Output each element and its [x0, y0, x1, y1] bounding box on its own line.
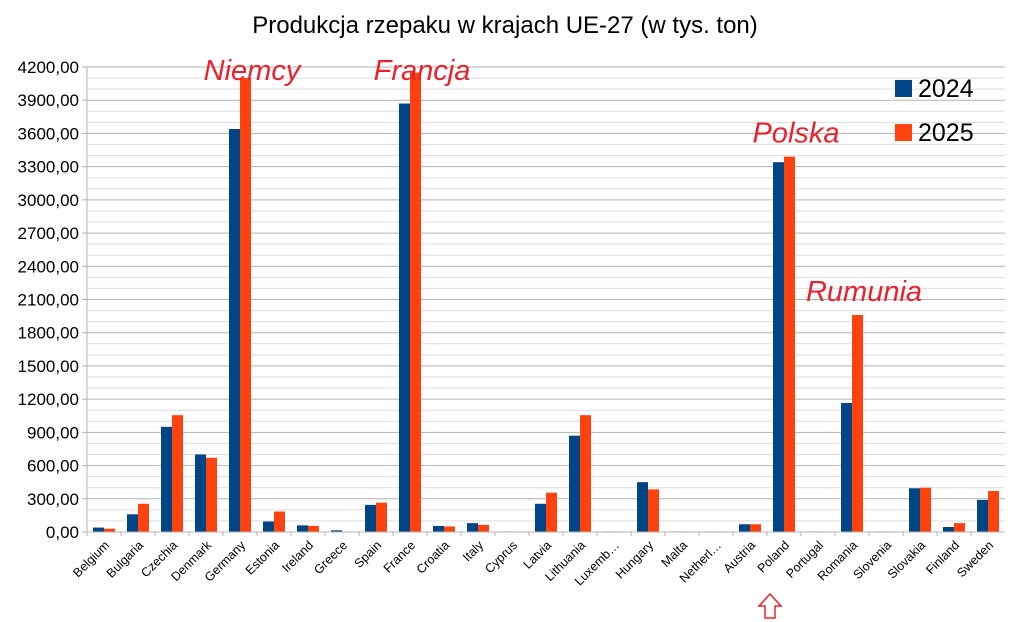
bar-2024-Belgium: [93, 527, 104, 532]
x-axis-ticks: BelgiumBulgariaCzechiaDenmarkGermanyEsto…: [70, 532, 996, 588]
y-tick-label: 3300,00: [18, 158, 79, 177]
x-tick-label: Malta: [659, 538, 691, 570]
bar-2024-Czechia: [161, 426, 172, 532]
bar-2024-Denmark: [195, 454, 206, 532]
bar-2025-Italy: [478, 524, 489, 532]
y-tick-label: 600,00: [27, 457, 79, 476]
bar-2025-Ireland: [308, 525, 319, 532]
x-tick-label: Slovakia: [885, 538, 928, 581]
x-tick-label: Estonia: [243, 538, 282, 577]
bar-2025-Germany: [240, 78, 251, 533]
bar-2024-Sweden: [977, 499, 988, 532]
y-axis-ticks: 0,00 300,00 600,00 900,00 1200,00 1500,00 1800…: [18, 58, 87, 542]
bar-2025-Latvia: [546, 492, 557, 532]
x-tick-label: France: [381, 538, 418, 575]
annotation-label: Francja: [374, 55, 471, 87]
bar-2024-Estonia: [263, 521, 274, 532]
chart-title: Produkcja rzepaku w krajach UE-27 (w tys…: [252, 12, 758, 39]
y-tick-label: 1200,00: [18, 390, 79, 409]
bar-2024-Greece: [331, 530, 342, 532]
legend-swatch-2024: [895, 80, 912, 97]
bar-2025-Lithuania: [580, 415, 591, 532]
bar-2024-Finland: [943, 527, 954, 532]
bars: [93, 72, 999, 533]
legend-label-2024: 2024: [918, 75, 974, 103]
bar-2024-Poland: [773, 162, 784, 532]
bar-2025-Austria: [750, 524, 761, 532]
annotation-label: Rumunia: [806, 276, 922, 308]
bar-2025-Finland: [954, 523, 965, 532]
bar-2024-Latvia: [535, 503, 546, 532]
bar-2024-Romania: [841, 403, 852, 532]
bar-2024-Bulgaria: [127, 514, 138, 532]
x-tick-label: Austria: [721, 538, 758, 575]
bar-2024-Spain: [365, 504, 376, 532]
legend-swatch-2025: [895, 124, 912, 141]
marker: [757, 592, 783, 619]
bar-2025-Hungary: [648, 489, 659, 532]
y-tick-label: 1500,00: [18, 357, 79, 376]
bar-2025-Poland: [784, 156, 795, 532]
bar-2025-Slovakia: [920, 487, 931, 532]
bar-2025-Czechia: [172, 415, 183, 532]
bar-2025-Sweden: [988, 491, 999, 532]
bar-2024-Germany: [229, 129, 240, 532]
x-tick-label: Italy: [460, 538, 487, 565]
annotations: Niemcy Francja Polska Rumunia: [204, 55, 922, 308]
x-tick-label: Bulgaria: [104, 538, 146, 580]
y-tick-label: 300,00: [27, 490, 79, 509]
bar-2025-Croatia: [444, 526, 455, 532]
x-tick-label: Hungary: [613, 538, 657, 582]
y-tick-label: 4200,00: [18, 58, 79, 77]
y-tick-label: 900,00: [27, 423, 79, 442]
x-tick-label: Croatia: [414, 538, 452, 576]
bar-2025-Bulgaria: [138, 503, 149, 532]
y-tick-label: 3000,00: [18, 191, 79, 210]
legend: 2024 2025: [895, 75, 974, 147]
bar-2024-Austria: [739, 524, 750, 532]
x-tick-label: Spain: [352, 538, 385, 571]
up-arrow-outline-icon: [757, 592, 783, 619]
y-tick-label: 0,00: [46, 523, 79, 542]
bar-2024-Ireland: [297, 525, 308, 532]
axes: [86, 67, 1005, 533]
x-tick-label: Ireland: [279, 538, 316, 575]
bar-2025-Spain: [376, 502, 387, 532]
bar-2025-Estonia: [274, 511, 285, 532]
bar-2025-Romania: [852, 315, 863, 532]
bar-2024-France: [399, 103, 410, 533]
bar-2024-Croatia: [433, 525, 444, 532]
annotation-label: Niemcy: [204, 55, 302, 87]
y-tick-label: 2100,00: [18, 291, 79, 310]
bar-2024-Italy: [467, 523, 478, 532]
y-tick-label: 2400,00: [18, 257, 79, 276]
bar-2025-Denmark: [206, 457, 217, 532]
y-tick-label: 3600,00: [18, 124, 79, 143]
y-tick-label: 2700,00: [18, 224, 79, 243]
x-tick-label: Sweden: [954, 538, 996, 580]
y-tick-label: 1800,00: [18, 324, 79, 343]
x-tick-label: Cyprus: [482, 538, 520, 576]
bar-2024-Lithuania: [569, 435, 580, 532]
legend-label-2025: 2025: [918, 119, 974, 147]
bar-2025-Belgium: [104, 528, 115, 532]
annotation-label: Polska: [752, 118, 839, 150]
bar-2025-France: [410, 72, 421, 533]
y-tick-label: 3900,00: [18, 91, 79, 110]
x-tick-label: Greece: [311, 538, 350, 577]
bar-2024-Slovakia: [909, 488, 920, 532]
bar-2024-Hungary: [637, 482, 648, 532]
